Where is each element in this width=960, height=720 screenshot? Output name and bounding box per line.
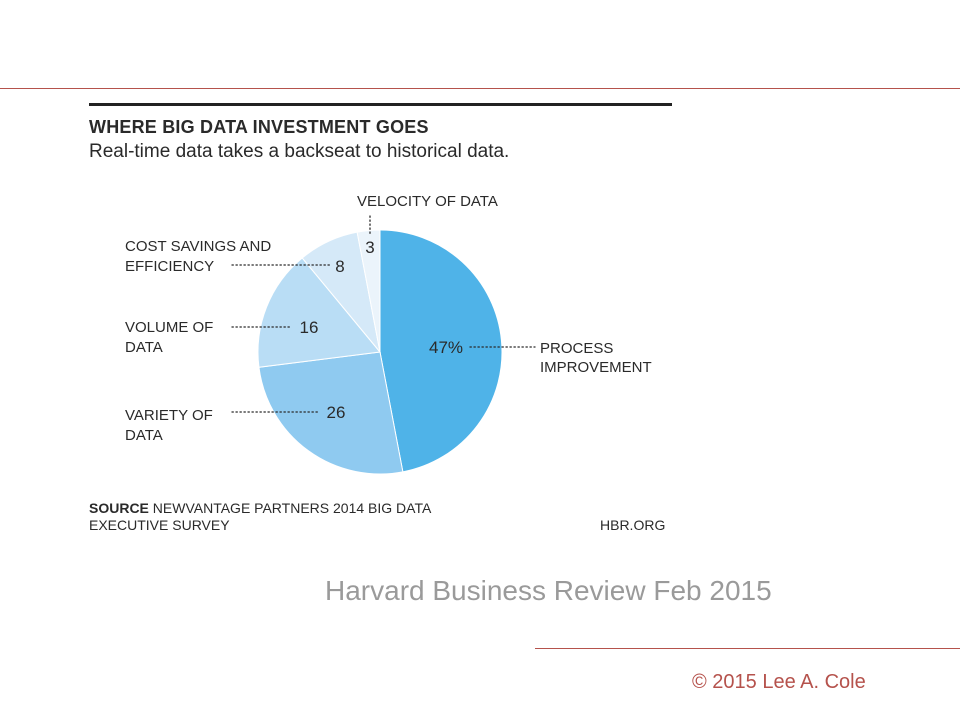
pie-slice-process-improvement [379, 229, 503, 473]
value-label-cost-savings-and-efficiency: 8 [335, 257, 344, 276]
top-divider [0, 88, 960, 89]
pie-slice-volume-of-data [257, 257, 381, 368]
copyright-text: © 2015 Lee A. Cole [692, 671, 866, 693]
value-label-volume-of-data: 16 [300, 318, 319, 337]
category-label-volume-of-data: DATA [125, 339, 163, 356]
pie-slice-velocity-of-data [356, 229, 381, 353]
source-text-1: NEWVANTAGE PARTNERS 2014 BIG DATA [152, 500, 432, 516]
value-label-variety-of-data: 26 [327, 403, 346, 422]
category-label-velocity-of-data: VELOCITY OF DATA [357, 193, 498, 210]
value-label-process-improvement: 47% [429, 338, 463, 357]
slide-caption: Harvard Business Review Feb 2015 [325, 575, 772, 606]
source-line-2: EXECUTIVE SURVEY [89, 517, 230, 533]
chart-subtitle: Real-time data takes a backseat to histo… [89, 141, 510, 162]
bottom-divider [535, 648, 960, 649]
pie-slice-variety-of-data [258, 351, 404, 475]
category-label-cost-savings-and-efficiency: EFFICIENCY [125, 258, 214, 275]
category-label-process-improvement: PROCESS [540, 340, 613, 357]
source-line-1: SOURCE NEWVANTAGE PARTNERS 2014 BIG DATA [89, 500, 431, 516]
category-label-variety-of-data: VARIETY OF [125, 407, 213, 424]
source-label: SOURCE [89, 500, 149, 516]
chart-title: WHERE BIG DATA INVESTMENT GOES [89, 117, 429, 137]
category-label-volume-of-data: VOLUME OF [125, 319, 213, 336]
category-label-variety-of-data: DATA [125, 427, 163, 444]
category-label-cost-savings-and-efficiency: COST SAVINGS AND [125, 238, 271, 255]
category-label-process-improvement: IMPROVEMENT [540, 359, 652, 376]
chart-top-rule [89, 103, 672, 106]
value-label-velocity-of-data: 3 [365, 238, 374, 257]
site-label: HBR.ORG [600, 517, 666, 533]
